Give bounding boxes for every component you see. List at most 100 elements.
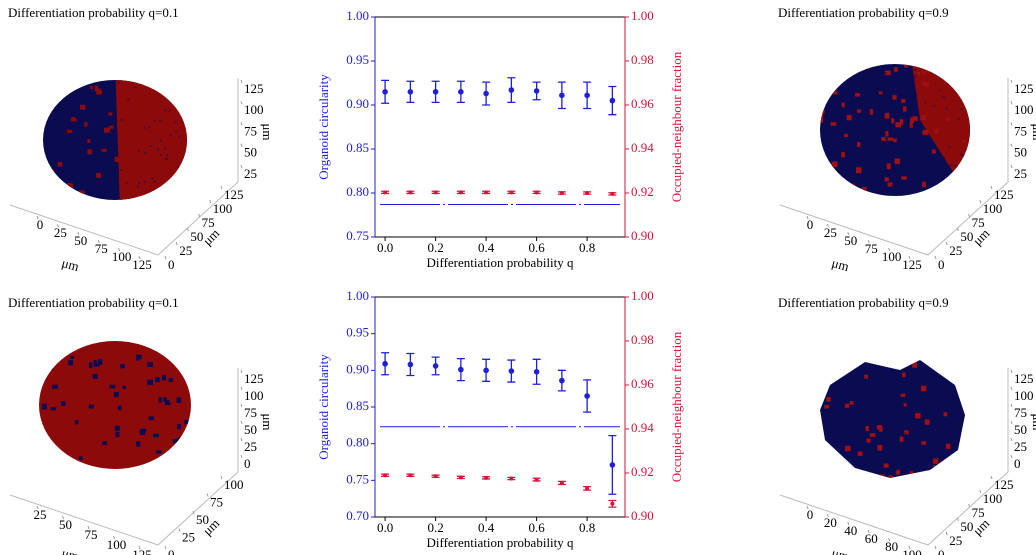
cell — [820, 109, 821, 112]
tick-mark — [1010, 403, 1013, 408]
data-point — [610, 501, 615, 506]
cell — [931, 149, 936, 154]
cell — [881, 137, 887, 141]
tick-mark — [1010, 122, 1013, 126]
cell — [906, 90, 909, 93]
cell — [102, 441, 108, 446]
cell — [153, 73, 156, 78]
cell — [127, 368, 130, 371]
cell — [876, 425, 882, 430]
cell — [180, 434, 183, 437]
cell — [865, 425, 869, 432]
y-tick-label: 125 — [994, 187, 1014, 202]
cell — [126, 155, 133, 161]
cell — [184, 420, 189, 425]
cell — [120, 398, 123, 401]
cell — [861, 114, 864, 117]
cell — [103, 127, 110, 133]
data-point — [408, 473, 413, 478]
tick-mark — [1010, 369, 1013, 374]
cell — [977, 413, 980, 418]
cell — [919, 398, 922, 401]
data-point — [458, 89, 464, 95]
cell — [99, 126, 102, 129]
cell — [190, 191, 194, 195]
tick-mark — [240, 403, 243, 408]
cell — [43, 397, 46, 400]
cell — [68, 177, 71, 180]
cell — [834, 409, 837, 412]
cell — [887, 195, 894, 196]
cell — [934, 478, 939, 482]
cell — [72, 432, 75, 435]
cell — [941, 457, 944, 460]
cell — [874, 189, 877, 192]
cell — [67, 110, 70, 113]
cell — [170, 460, 176, 466]
cell — [138, 355, 142, 360]
cell — [976, 430, 978, 432]
z-tick-label: 50 — [1014, 145, 1027, 160]
cell — [860, 192, 863, 195]
cell — [940, 419, 943, 422]
cell — [147, 193, 150, 196]
cell — [178, 135, 181, 138]
cell — [195, 102, 197, 104]
tick-mark — [240, 437, 243, 442]
cell — [934, 358, 936, 360]
cell — [200, 434, 202, 436]
cell — [156, 148, 159, 151]
cell — [138, 462, 141, 465]
cell — [92, 424, 95, 427]
cell — [937, 393, 940, 396]
cell — [206, 397, 208, 399]
cell — [844, 133, 848, 137]
cell — [957, 117, 960, 120]
tick-mark — [178, 528, 181, 532]
cell — [114, 156, 120, 162]
cell — [869, 109, 874, 115]
tick-mark — [118, 247, 121, 252]
cell — [121, 391, 124, 394]
cell — [68, 446, 71, 449]
cell — [98, 359, 103, 365]
cell — [174, 373, 177, 376]
cell — [971, 60, 973, 62]
cell — [864, 374, 868, 379]
cell — [208, 364, 210, 366]
cell — [136, 106, 142, 110]
cell — [46, 192, 49, 195]
cell — [825, 122, 828, 125]
cell — [865, 434, 868, 437]
cell — [844, 161, 847, 164]
tick-mark — [847, 521, 850, 526]
cell — [965, 386, 969, 390]
cell — [149, 145, 152, 148]
data-point — [508, 368, 515, 374]
cell — [178, 454, 181, 457]
data-point — [533, 88, 540, 94]
cell — [832, 161, 838, 168]
x-tick-label: 100 — [107, 537, 127, 552]
y-tick-label: 75 — [972, 505, 985, 520]
tick-mark — [240, 454, 243, 459]
y-tick-label: 125 — [994, 477, 1014, 492]
cell — [930, 157, 933, 160]
cell — [157, 485, 159, 487]
cell — [903, 432, 906, 435]
cell — [951, 198, 953, 200]
cell — [74, 185, 77, 188]
cell — [904, 174, 907, 177]
cell — [962, 139, 966, 144]
cell — [168, 109, 171, 112]
axis-3d — [779, 78, 1009, 256]
y2-tick-label: 0.98 — [631, 332, 654, 347]
z-tick-label: 25 — [244, 166, 257, 181]
cell — [178, 359, 181, 362]
cell — [921, 70, 927, 75]
cell — [187, 423, 190, 426]
cell — [924, 419, 930, 425]
cell — [95, 422, 98, 425]
cell — [823, 183, 827, 187]
tick-mark — [77, 231, 80, 236]
